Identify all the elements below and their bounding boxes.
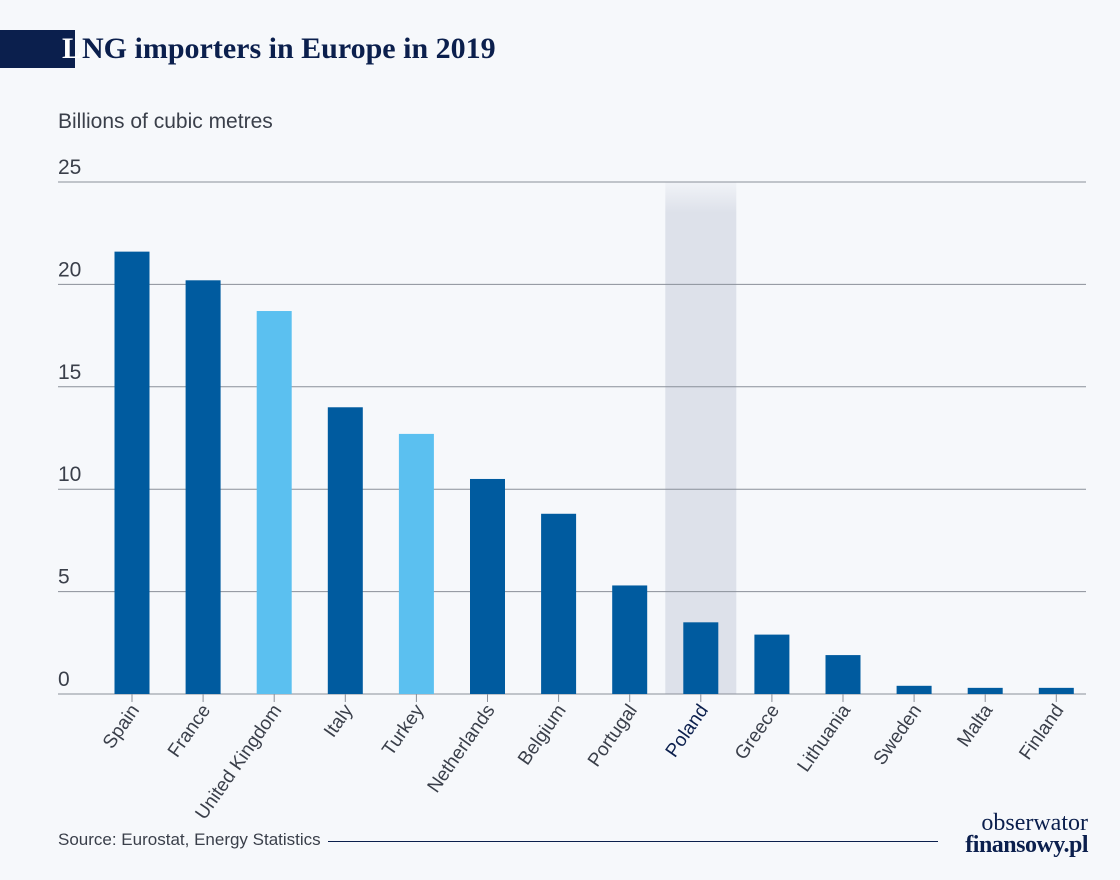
x-tick-label: Poland	[662, 701, 713, 762]
x-tick-label: Spain	[99, 701, 144, 753]
bar	[967, 687, 1003, 694]
bar	[327, 407, 363, 694]
bar	[256, 311, 292, 694]
x-tick-label: Malta	[953, 700, 997, 750]
highlight-band-layer	[665, 182, 737, 694]
y-axis-unit-label: Billions of cubic metres	[58, 110, 273, 133]
x-tick-label: Lithuania	[794, 700, 856, 776]
bar	[398, 433, 434, 694]
x-tick-label: Belgium	[514, 701, 571, 769]
logo-line-1: obserwator	[981, 810, 1088, 836]
bar	[825, 655, 861, 694]
y-tick-label: 25	[58, 156, 81, 179]
x-tick-label: Greece	[731, 701, 784, 764]
x-tick-label: France	[164, 701, 215, 761]
bar	[114, 251, 150, 694]
x-tick-label: Turkey	[378, 700, 428, 759]
x-tick-label: Italy	[320, 700, 357, 741]
x-tick-label: Netherlands	[424, 701, 500, 797]
x-tick-label: Finland	[1015, 701, 1068, 764]
y-tick-label: 0	[58, 668, 70, 691]
bar	[185, 280, 221, 694]
y-tick-label: 10	[58, 463, 81, 486]
title-first-letter: L	[62, 32, 83, 65]
bar	[1038, 687, 1074, 694]
highlight-band	[665, 182, 737, 694]
bar	[683, 622, 719, 694]
title-rest: NG importers in Europe in 2019	[82, 32, 496, 65]
chart-title: LNG importers in Europe in 2019	[62, 29, 496, 69]
y-tick-label: 5	[58, 566, 70, 589]
source-divider	[328, 841, 938, 842]
bar	[754, 634, 790, 694]
y-tick-label: 20	[58, 258, 81, 281]
x-tick-label: Sweden	[870, 701, 927, 769]
bar	[612, 585, 648, 694]
y-tick-label: 15	[58, 361, 81, 384]
bar	[541, 513, 577, 694]
publisher-logo[interactable]: obserwator finansowy.pl	[965, 810, 1088, 858]
x-tick-label: Portugal	[584, 701, 642, 771]
bar	[896, 685, 932, 694]
source-note: Source: Eurostat, Energy Statistics	[58, 830, 321, 849]
bar-layer	[114, 251, 1074, 694]
title-accent-bar	[0, 30, 75, 68]
logo-line-2: finansowy.pl	[965, 832, 1088, 858]
bar	[470, 478, 505, 694]
